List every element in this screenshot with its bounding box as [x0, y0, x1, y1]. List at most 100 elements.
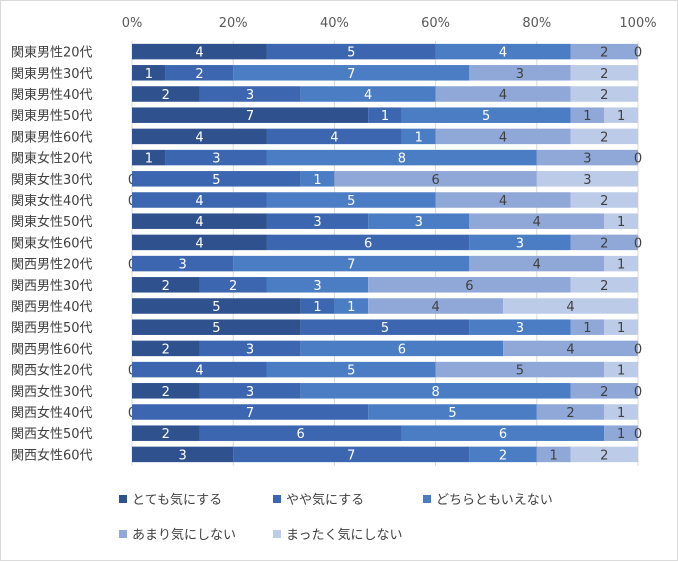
bar-segment: [334, 298, 369, 314]
data-label: 4: [195, 364, 203, 379]
bar-segment: [604, 404, 638, 420]
bar-segment: [570, 65, 638, 81]
bar-segment: [199, 425, 402, 441]
data-label: 4: [533, 258, 541, 273]
data-label: 1: [617, 406, 625, 421]
data-label: 2: [600, 67, 608, 82]
bar-segment: [368, 277, 571, 293]
bar-segment: [199, 86, 301, 102]
data-label: 2: [162, 279, 170, 294]
bar-segment: [570, 86, 638, 102]
data-label: 2: [499, 448, 507, 463]
bar-segment: [132, 446, 234, 463]
data-label: 0: [634, 342, 642, 357]
data-label: 2: [600, 448, 608, 463]
bar-segment: [199, 340, 301, 357]
bar-segment: [604, 425, 638, 441]
data-label: 1: [617, 258, 625, 273]
bar-segment: [536, 446, 571, 463]
category-label: 関東男性50代: [11, 108, 93, 124]
data-label: 5: [212, 173, 220, 188]
data-label: 2: [600, 194, 608, 209]
bar-segment: [233, 255, 470, 272]
data-label: 3: [246, 342, 254, 357]
bar-segment: [132, 340, 200, 357]
bar-segment: [266, 234, 470, 251]
bar-segment: [132, 361, 267, 378]
category-label: 関西女性20代: [11, 363, 93, 379]
category-label: 関西男性20代: [11, 258, 93, 273]
bar-segment: [233, 446, 470, 463]
bar-segment: [469, 255, 605, 272]
data-label: 6: [431, 173, 439, 188]
bar-segment: [570, 234, 638, 251]
legend-swatch: [423, 495, 431, 503]
data-label: 4: [364, 88, 372, 103]
data-label: 2: [600, 279, 608, 294]
bar-segment: [132, 425, 200, 441]
data-label: 4: [195, 236, 203, 251]
bar-segment: [435, 86, 571, 102]
data-label: 1: [617, 427, 625, 442]
category-label: 関東女性60代: [11, 235, 93, 251]
bar-segment: [401, 128, 436, 145]
data-label: 3: [178, 448, 186, 463]
data-label: 1: [145, 67, 153, 82]
bar-segment: [368, 404, 537, 420]
data-label: 3: [212, 152, 220, 167]
bar-segment: [435, 128, 571, 145]
data-label: 3: [583, 173, 591, 188]
legend-label: どちらともいえない: [436, 493, 553, 508]
bar-segment: [570, 43, 638, 60]
bar-segment: [132, 86, 200, 102]
bars: 4542012732234427151144142138300516304542…: [128, 43, 642, 463]
bar-segment: [300, 298, 335, 314]
data-label: 4: [566, 300, 574, 315]
data-label: 5: [448, 406, 456, 421]
data-label: 1: [347, 300, 355, 315]
category-label: 関東男性60代: [11, 129, 93, 145]
category-label: 関東男性40代: [11, 87, 93, 103]
bar-segment: [132, 128, 267, 145]
legend-swatch: [273, 495, 281, 503]
data-label: 1: [313, 173, 321, 188]
x-tick-label: 20%: [219, 16, 248, 31]
bar-segment: [604, 107, 638, 123]
category-label: 関東女性30代: [11, 172, 93, 188]
bar-segment: [469, 446, 537, 463]
data-label: 5: [347, 364, 355, 379]
data-label: 2: [600, 236, 608, 251]
category-label: 関西男性30代: [11, 279, 93, 294]
bar-segment: [570, 192, 638, 208]
data-label: 5: [347, 46, 355, 61]
data-label: 3: [516, 321, 524, 336]
bar-segment: [469, 213, 605, 229]
bar-segment: [199, 277, 267, 293]
data-label: 1: [145, 152, 153, 167]
legend-swatch: [273, 530, 281, 538]
bar-segment: [570, 446, 638, 463]
bar-segment: [469, 234, 571, 251]
bar-segment: [132, 383, 200, 399]
data-label: 2: [162, 385, 170, 400]
data-label: 6: [297, 427, 305, 442]
x-axis-ticks: 0% 20% 40% 60% 80% 100%: [122, 16, 657, 31]
bar-segment: [132, 319, 301, 335]
data-label: 7: [347, 67, 355, 82]
bar-segment: [300, 340, 504, 357]
data-label: 2: [162, 342, 170, 357]
bar-segment: [165, 149, 267, 166]
bar-segment: [132, 65, 166, 81]
data-label: 5: [381, 321, 389, 336]
bar-segment: [266, 192, 436, 208]
data-label: 6: [398, 342, 406, 357]
bar-segment: [469, 319, 571, 335]
data-label: 0: [634, 385, 642, 400]
data-label: 2: [566, 406, 574, 421]
bar-segment: [266, 361, 436, 378]
bar-segment: [266, 277, 369, 293]
data-label: 4: [499, 88, 507, 103]
category-label: 関東女性20代: [11, 151, 93, 167]
data-label: 7: [246, 406, 254, 421]
bar-segment: [604, 319, 638, 335]
